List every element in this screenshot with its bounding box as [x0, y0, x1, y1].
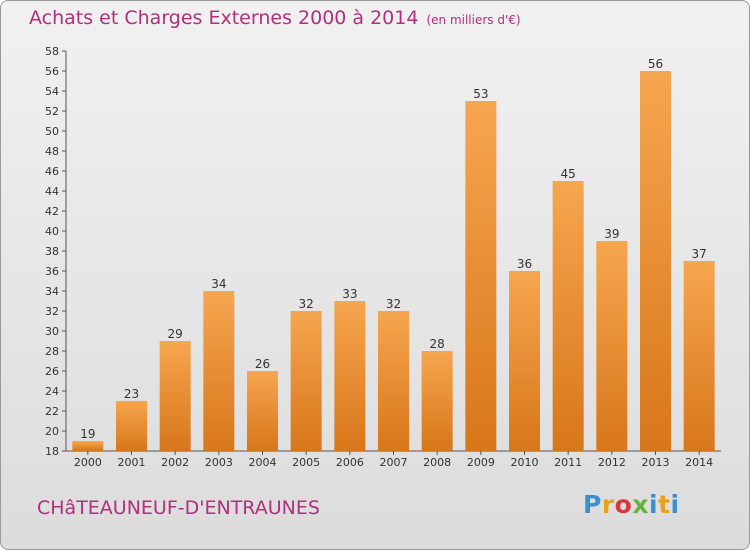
logo-letter: t: [658, 490, 671, 519]
x-tick-label: 2004: [249, 456, 277, 469]
logo-letter: P: [583, 490, 602, 519]
y-tick-label: 18: [45, 445, 59, 458]
bar-value-label: 32: [386, 297, 401, 311]
x-tick-label: 2002: [161, 456, 189, 469]
bar-value-label: 37: [692, 247, 707, 261]
y-tick-label: 54: [45, 85, 59, 98]
bar: [159, 341, 191, 451]
logo-letter: i: [670, 490, 680, 519]
bar-value-label: 33: [342, 287, 357, 301]
bar-value-label: 23: [124, 387, 139, 401]
logo-letter: o: [614, 490, 633, 519]
bar-value-label: 36: [517, 257, 532, 271]
x-tick-label: 2007: [380, 456, 408, 469]
bar: [596, 241, 628, 451]
y-tick-label: 50: [45, 125, 59, 138]
x-tick-label: 2012: [598, 456, 626, 469]
x-tick-label: 2003: [205, 456, 233, 469]
y-tick-label: 44: [45, 185, 59, 198]
y-tick-label: 20: [45, 425, 59, 438]
bar: [509, 271, 540, 451]
chart-title: Achats et Charges Externes 2000 à 2014 (e…: [29, 7, 521, 29]
y-tick-label: 30: [45, 325, 59, 338]
y-tick-label: 38: [45, 245, 59, 258]
bar-value-label: 53: [473, 87, 488, 101]
bar-value-label: 56: [648, 57, 663, 71]
y-tick-label: 34: [45, 285, 59, 298]
x-tick-label: 2010: [511, 456, 539, 469]
y-tick-label: 42: [45, 205, 59, 218]
logo-letter: i: [649, 490, 659, 519]
bar: [552, 181, 584, 451]
commune-name: CHâTEAUNEUF-D'ENTRAUNES: [37, 497, 320, 519]
y-tick-label: 40: [45, 225, 59, 238]
y-tick-label: 32: [45, 305, 59, 318]
y-tick-label: 46: [45, 165, 59, 178]
y-tick-label: 28: [45, 345, 59, 358]
chart-title-main: Achats et Charges Externes 2000 à 2014: [29, 7, 419, 29]
bar-value-label: 28: [430, 337, 445, 351]
y-tick-label: 58: [45, 45, 59, 58]
bar: [247, 371, 278, 451]
chart-title-unit: (en milliers d'€): [426, 13, 521, 27]
bar: [378, 311, 409, 451]
bar: [334, 301, 366, 451]
x-tick-label: 2000: [74, 456, 102, 469]
bar-value-label: 19: [80, 427, 95, 441]
x-tick-label: 2005: [292, 456, 320, 469]
y-tick-label: 24: [45, 385, 59, 398]
x-tick-label: 2011: [554, 456, 582, 469]
bar-value-label: 39: [604, 227, 619, 241]
y-tick-label: 52: [45, 105, 59, 118]
bar-value-label: 26: [255, 357, 270, 371]
bar-value-label: 29: [168, 327, 183, 341]
y-tick-label: 56: [45, 65, 59, 78]
y-tick-label: 26: [45, 365, 59, 378]
proxiti-logo[interactable]: Proxiti: [583, 490, 680, 519]
y-tick-label: 22: [45, 405, 59, 418]
x-tick-label: 2006: [336, 456, 364, 469]
bar: [116, 401, 147, 451]
bar: [290, 311, 322, 451]
chart-bars: [72, 71, 715, 451]
bar: [465, 101, 497, 451]
bar-value-label: 45: [561, 167, 576, 181]
y-tick-label: 36: [45, 265, 59, 278]
bar: [72, 441, 104, 451]
bar-value-label: 34: [211, 277, 226, 291]
y-tick-label: 48: [45, 145, 59, 158]
chart-data-labels: 19 23 29 34 26 32 33 32 28 53 36 45 39 56 37: [80, 57, 707, 441]
x-tick-label: 2009: [467, 456, 495, 469]
logo-letter: x: [632, 490, 649, 519]
bar: [203, 291, 235, 451]
bar: [640, 71, 671, 451]
x-tick-label: 2001: [118, 456, 146, 469]
bar: [421, 351, 453, 451]
x-tick-label: 2014: [685, 456, 713, 469]
logo-letter: r: [601, 490, 615, 519]
bar-value-label: 32: [299, 297, 314, 311]
bar: [683, 261, 715, 451]
x-tick-label: 2013: [642, 456, 670, 469]
x-tick-label: 2008: [423, 456, 451, 469]
